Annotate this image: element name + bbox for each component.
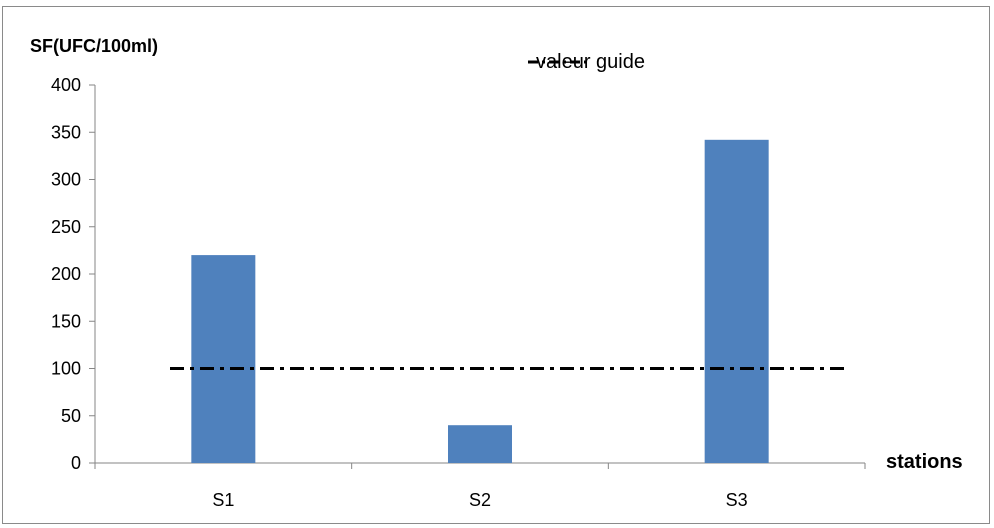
y-tick-label: 350 <box>51 122 81 142</box>
y-tick-label: 300 <box>51 170 81 190</box>
x-tick-label: S1 <box>212 490 234 510</box>
y-tick-label: 0 <box>71 453 81 473</box>
x-axis-title: stations <box>886 451 963 473</box>
bar-s1 <box>191 255 256 463</box>
legend-label: valeur guide <box>536 51 645 73</box>
legend: valeur guide <box>528 51 645 73</box>
chart-frame <box>2 6 990 524</box>
y-tick-label: 150 <box>51 311 81 331</box>
y-tick-label: 250 <box>51 217 81 237</box>
y-axis-title: SF(UFC/100ml) <box>30 36 158 56</box>
y-tick-label: 400 <box>51 75 81 95</box>
y-tick-label: 50 <box>61 406 81 426</box>
bar-s3 <box>704 139 769 463</box>
axes: 0 50 100 150 200 250 300 350 400 <box>51 75 866 473</box>
y-tick-label: 100 <box>51 359 81 379</box>
x-tick-label: S3 <box>726 490 748 510</box>
x-tick-label: S2 <box>469 490 491 510</box>
bar-s2 <box>448 425 512 463</box>
y-tick-label: 200 <box>51 264 81 284</box>
bars: S1 S2 S3 <box>191 139 769 510</box>
